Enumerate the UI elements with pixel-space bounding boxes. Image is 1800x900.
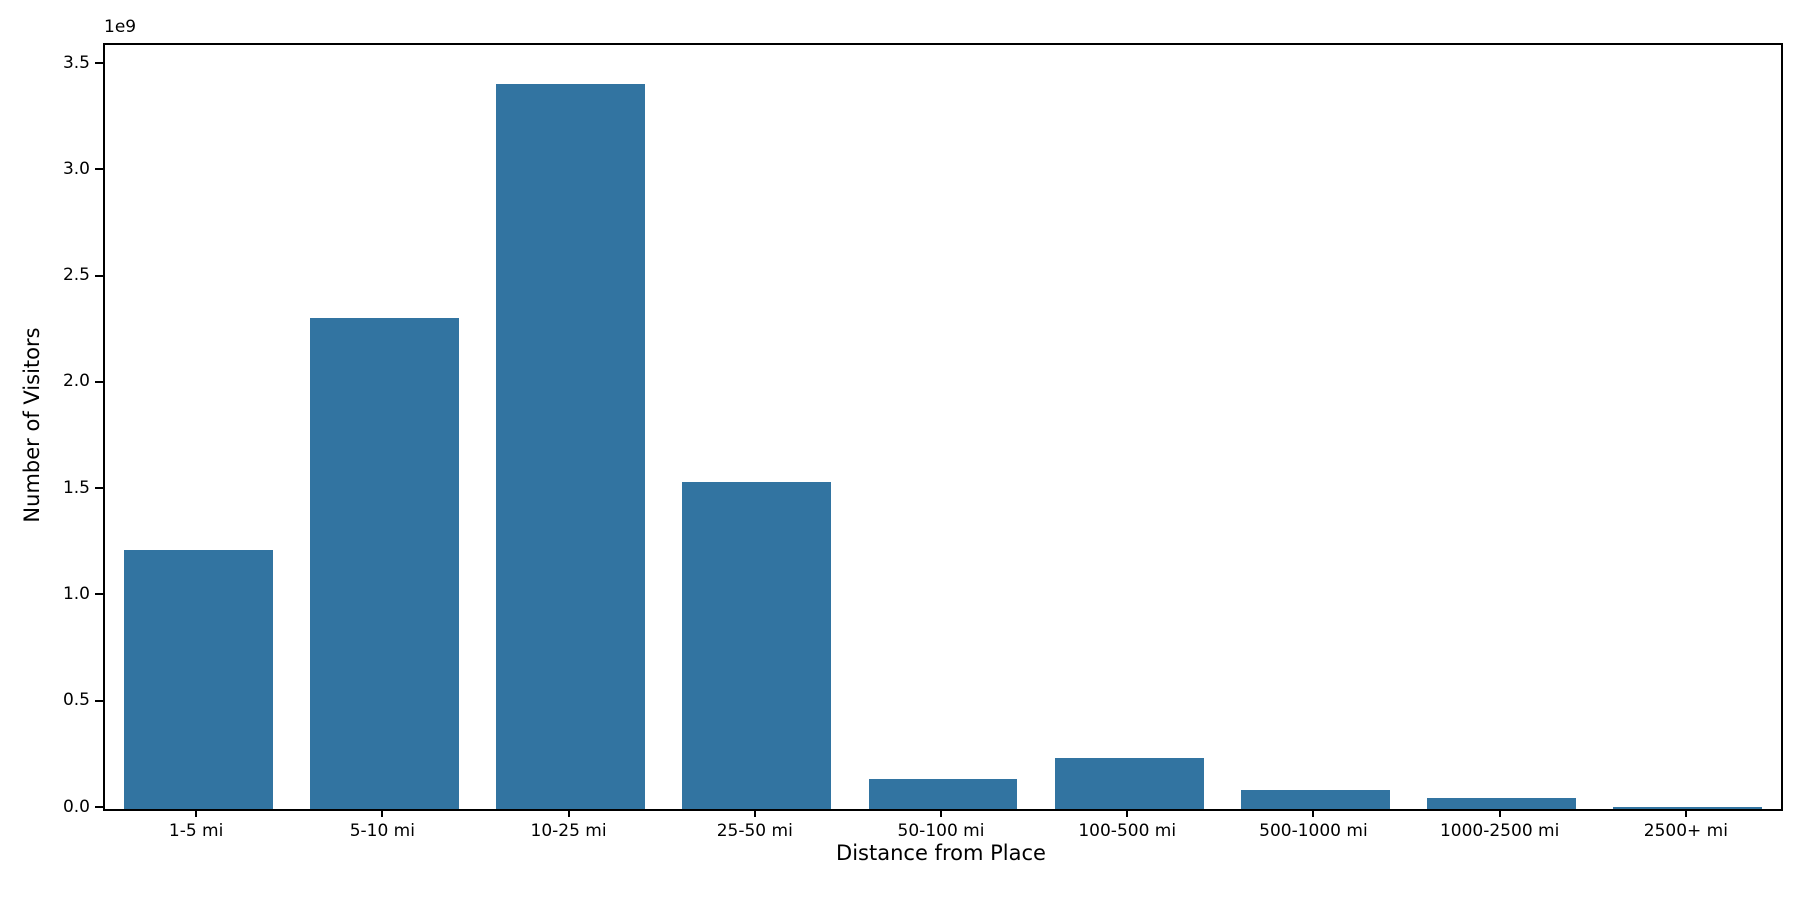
x-tick-label: 1-5 mi [168,821,224,841]
bar-100-500-mi [1054,758,1204,809]
y-tick-mark [95,806,103,808]
x-tick-label: 50-100 mi [897,821,985,841]
x-tick-mark [753,809,756,817]
x-tick-label: 5-10 mi [349,821,415,841]
y-tick-mark [95,62,103,65]
y-tick-mark [95,380,103,383]
bar-5-10-mi [309,318,459,809]
y-tick-label: 1.5 [62,477,90,498]
x-tick-mark [1126,809,1129,817]
y-tick-label: 1.0 [62,583,90,604]
x-tick-label: 500-1000 mi [1259,821,1368,841]
bar-1-5-mi [123,549,273,809]
x-tick-mark [1498,809,1501,817]
y-tick-label: 3.0 [62,158,90,179]
bar-25-50-mi [682,481,832,809]
plot-area [103,43,1783,811]
y-tick-label: 2.0 [62,371,90,392]
x-axis-title: Distance from Place [836,841,1046,865]
x-tick-label: 2500+ mi [1643,821,1728,841]
bar-500-1000-mi [1240,789,1390,809]
x-tick-mark [567,809,570,817]
x-tick-label: 25-50 mi [716,821,793,841]
y-tick-label: 3.5 [62,52,90,73]
x-tick-label: 100-500 mi [1078,821,1177,841]
x-tick-mark [1684,809,1687,817]
bar-2500+-mi [1613,806,1763,809]
y-tick-mark [95,487,103,490]
y-tick-mark [95,168,103,171]
y-tick-mark [95,274,103,277]
bars-group [105,45,1781,809]
x-tick-mark [1312,809,1315,817]
y-axis-offset-label: 1e9 [104,17,137,37]
y-tick-mark [95,593,103,596]
x-tick-label: 10-25 mi [530,821,607,841]
y-tick-label: 0.0 [62,796,90,817]
x-tick-mark [940,809,942,817]
x-tick-label: 1000-2500 mi [1439,821,1560,841]
bar-50-100-mi [868,779,1018,809]
x-tick-mark [381,809,384,817]
y-tick-label: 0.5 [62,690,90,711]
y-tick-label: 2.5 [62,265,90,286]
y-tick-mark [95,699,103,702]
x-tick-mark [195,809,198,817]
bar-1000-2500-mi [1427,798,1577,809]
bar-10-25-mi [496,84,646,809]
